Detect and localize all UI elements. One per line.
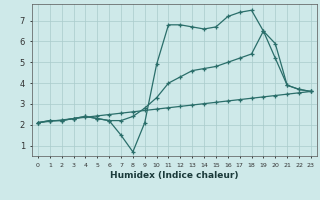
X-axis label: Humidex (Indice chaleur): Humidex (Indice chaleur) <box>110 171 239 180</box>
